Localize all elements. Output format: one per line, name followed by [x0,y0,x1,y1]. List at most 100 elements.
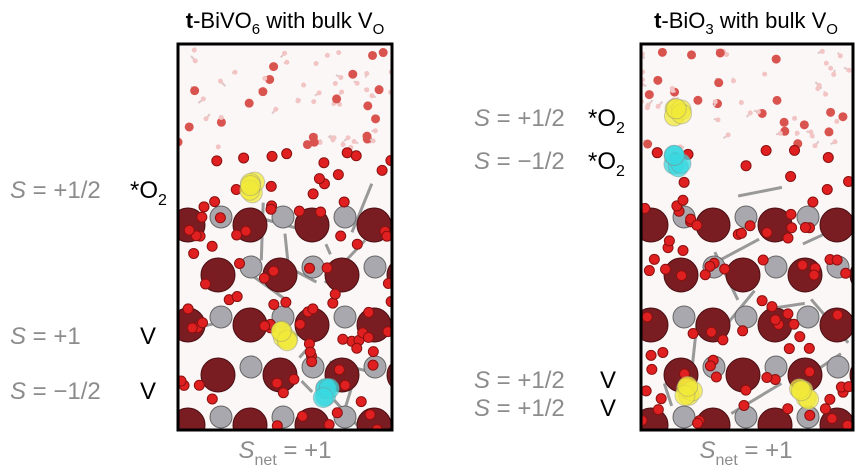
title-sub: O [373,21,385,38]
water-atom [369,93,374,98]
o-atom [183,304,193,314]
water-atom [645,90,654,99]
o-atom [338,334,348,344]
o-atom [762,228,772,238]
o-atom [711,372,721,382]
water-atom [330,137,335,142]
o-atom [692,220,702,230]
page: t-BiVO6 with bulk VO t-BiO3 with bulk VO… [0,0,863,472]
o-atom [305,263,315,273]
water-atom [716,117,721,122]
site-name: V [140,378,156,405]
v-atom [334,206,356,228]
o-atom [795,332,805,342]
water-atom [812,143,817,148]
o-atom [652,148,662,158]
o-atom [189,248,199,258]
spin-density [664,145,684,165]
o-atom [658,347,668,357]
title-part: with bulk V [260,8,373,33]
v-atom [364,256,386,278]
o-atom [308,304,318,314]
o-atom [328,298,338,308]
o-atom [332,408,342,418]
water-atom [282,51,287,56]
site-name: *O [588,105,616,132]
o-atom [783,404,793,414]
spin-symbol: S [474,367,490,394]
spin-symbol: S [474,395,490,422]
spin-value: = +1 [277,437,332,464]
water-atom [828,66,833,71]
water-atom [332,94,341,103]
site-sub: 2 [158,192,167,209]
o-atom [827,414,837,424]
o-atom [297,411,307,421]
bi-atom [634,408,668,442]
water-atom [820,49,825,54]
site-name: V [600,367,616,394]
bi-atom [325,258,359,292]
o-atom [282,149,292,159]
o-atom [266,204,276,214]
v-atom [426,356,448,378]
water-atom [363,101,372,110]
spin-density [271,321,291,341]
water-atom [693,96,702,105]
bi-atom [634,208,668,242]
water-atom [716,48,725,57]
spin-density [678,376,698,396]
o-atom [720,264,730,274]
water-atom [273,107,278,112]
water-atom [368,51,377,60]
o-atom [316,207,326,217]
spin-value: = +1/2 [490,105,565,132]
water-atom [824,61,829,66]
title-sub: O [826,21,838,38]
water-atom [364,71,369,76]
o-atom [644,266,654,276]
o-atom [767,302,777,312]
site-name: V [600,395,616,422]
o-atom [656,394,666,404]
o-atom [342,148,352,158]
o-atom [739,400,749,410]
water-atom [824,127,833,136]
o-atom [762,372,772,382]
water-atom [185,122,194,131]
site-sub: 2 [616,120,625,137]
o-atom [808,197,818,207]
water-atom [831,72,836,77]
v-atom [673,406,695,428]
water-atom [643,140,652,149]
v-atom [396,306,418,328]
o-atom [705,361,715,371]
water-atom [713,99,718,104]
o-atom [278,388,288,398]
water-atom [645,105,650,110]
water-atom [772,55,781,64]
site-label: V [140,323,156,350]
water-atom [269,62,278,71]
o-atom [823,152,833,162]
o-atom [259,273,269,283]
o-atom [267,151,277,161]
v-atom [673,306,695,328]
v-atom [735,306,757,328]
water-atom [823,92,828,97]
spin-density [666,99,686,119]
water-atom [364,87,369,92]
water-atom [232,70,237,75]
o-atom [308,189,318,199]
water-atom [795,131,800,136]
v-atom [334,306,356,328]
water-atom [346,135,351,140]
o-atom [661,264,671,274]
water-atom [724,52,729,57]
water-atom [375,85,384,94]
o-atom [786,171,796,181]
water-atom [658,48,667,57]
o-atom [232,230,242,240]
o-atom [825,394,835,404]
o-atom [232,292,242,302]
